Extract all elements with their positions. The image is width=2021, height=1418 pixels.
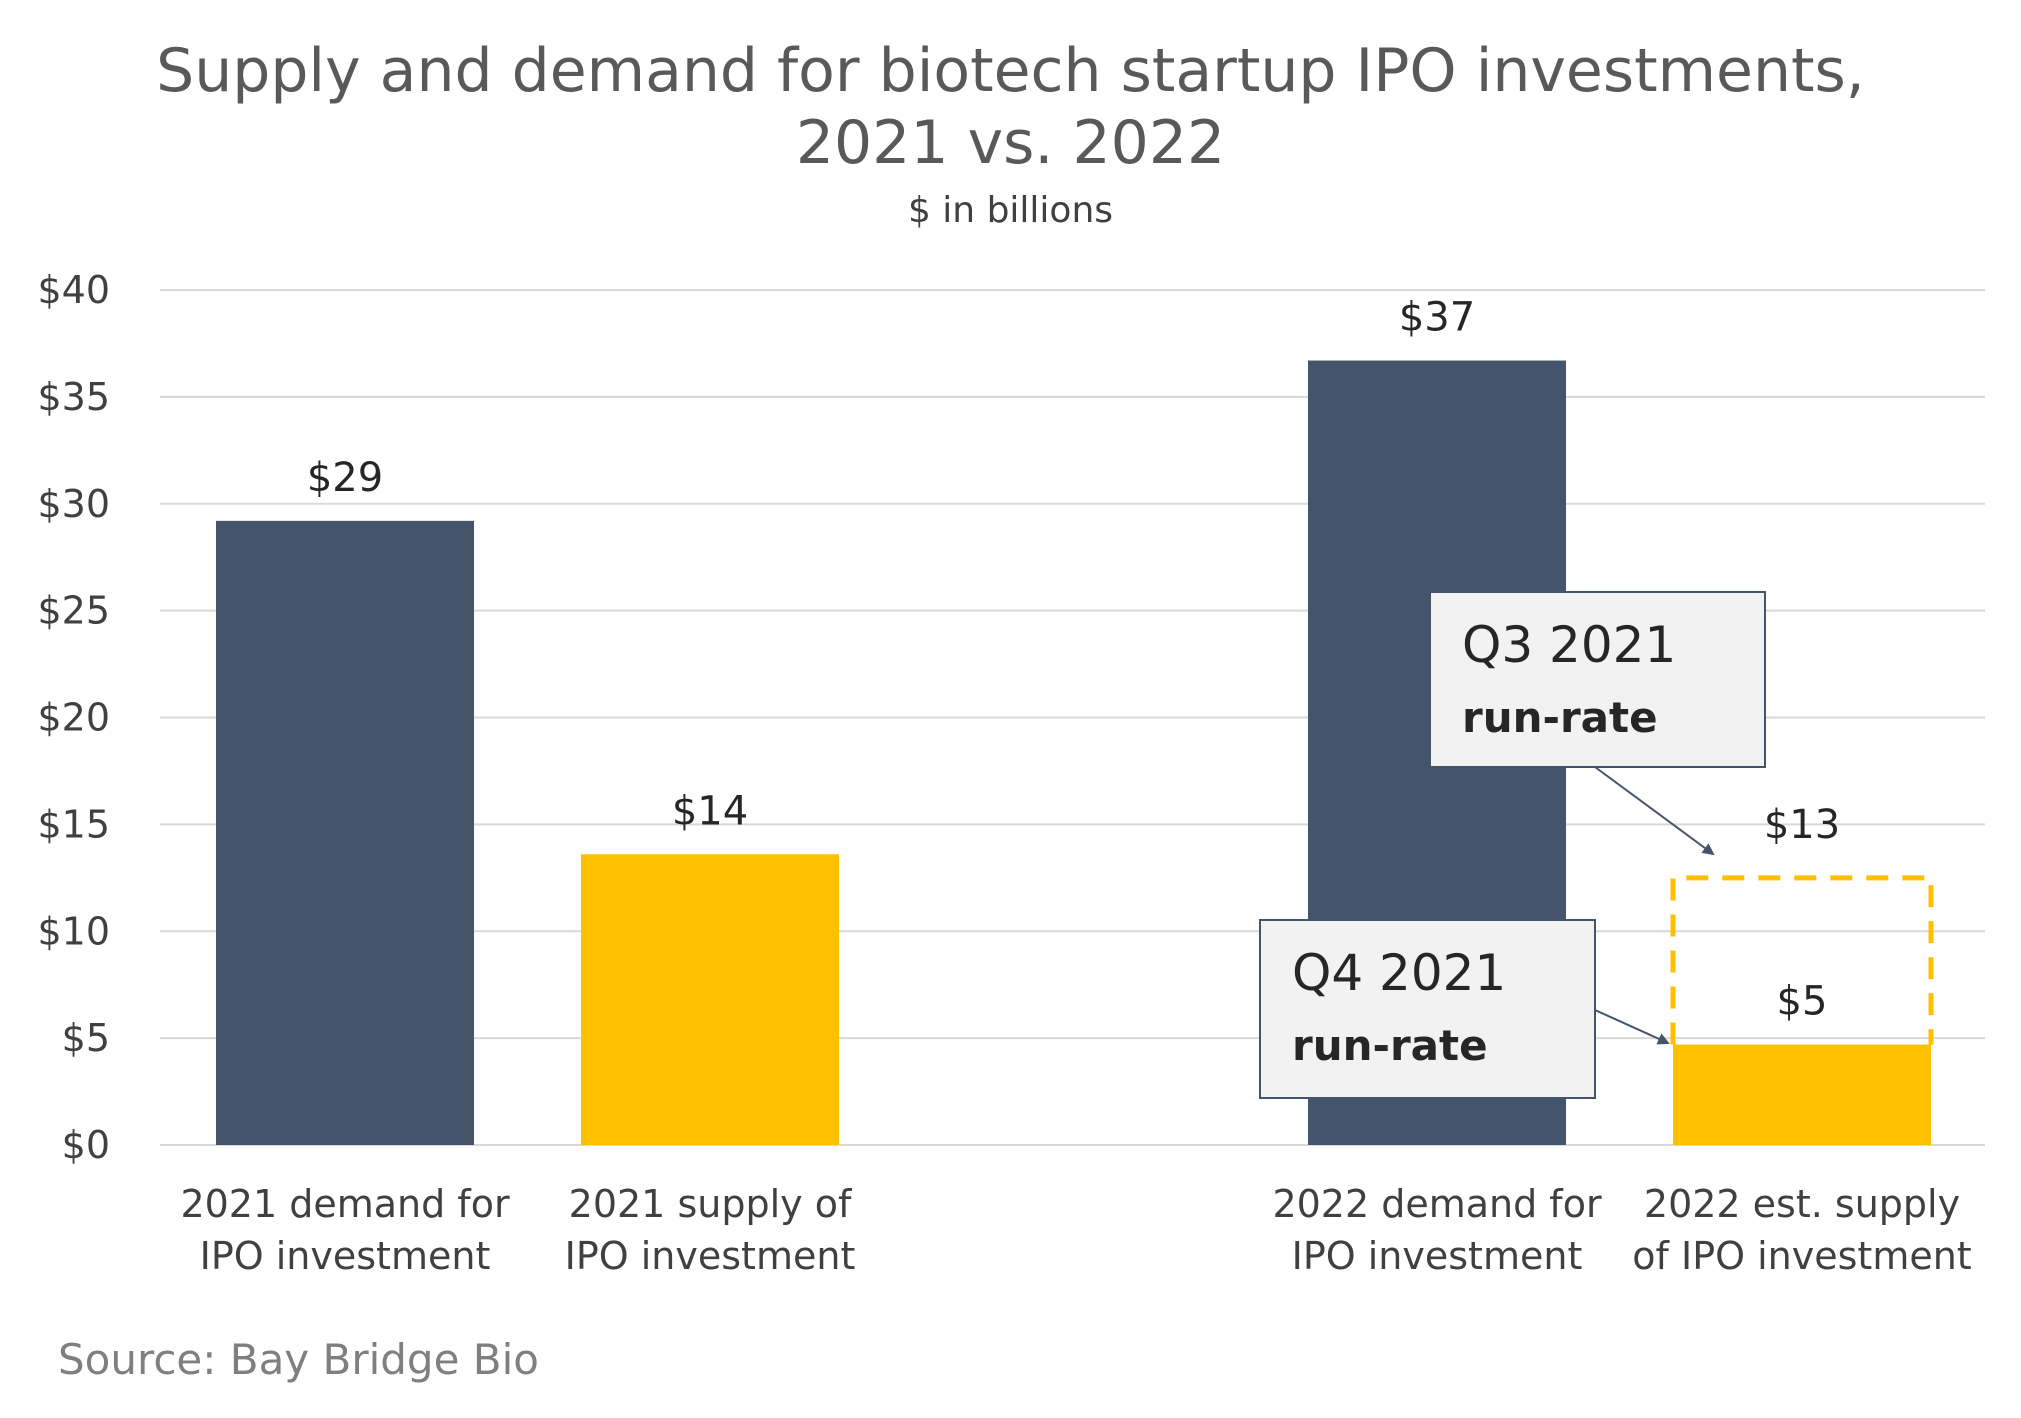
y-tick-label: $10 — [37, 909, 110, 953]
projection-outline — [1670, 875, 1934, 1045]
category-label: 2021 demand for — [180, 1182, 510, 1226]
source-note: Source: Bay Bridge Bio — [58, 1335, 539, 1384]
y-tick-label: $5 — [62, 1016, 110, 1060]
chart-subtitle: $ in billions — [907, 190, 1114, 231]
category-label: 2022 demand for — [1272, 1182, 1602, 1226]
category-label: IPO investment — [200, 1234, 491, 1278]
data-label: $14 — [672, 788, 748, 834]
callout-2: Q4 2021 run-rate — [1259, 919, 1670, 1099]
data-label: $5 — [1777, 979, 1828, 1025]
callout-arrow — [1594, 1009, 1670, 1045]
y-tick-label: $25 — [37, 589, 110, 633]
callout-subtitle: run-rate — [1292, 1021, 1488, 1070]
callout-subtitle: run-rate — [1462, 693, 1658, 742]
bar-1 — [216, 520, 474, 1145]
data-label: $37 — [1399, 295, 1475, 341]
callout-box — [1259, 919, 1596, 1099]
y-tick-label: $35 — [37, 375, 110, 419]
chart-title-line1: Supply and demand for biotech startup IP… — [156, 36, 1865, 106]
projection-label: $13 — [1764, 802, 1840, 848]
category-label: IPO investment — [565, 1234, 856, 1278]
y-tick-label: $0 — [62, 1123, 110, 1167]
data-label: $29 — [307, 455, 383, 501]
category-label: IPO investment — [1292, 1234, 1583, 1278]
category-label: of IPO investment — [1632, 1234, 1971, 1278]
y-tick-label: $40 — [37, 268, 110, 312]
chart-title-line2: 2021 vs. 2022 — [795, 108, 1226, 178]
category-label: 2021 supply of — [569, 1182, 853, 1226]
bar-4 — [1673, 1044, 1931, 1145]
callout-arrow — [1594, 766, 1715, 856]
bar-2 — [581, 854, 839, 1145]
y-tick-label: $30 — [37, 482, 110, 526]
y-tick-label: $15 — [37, 802, 110, 846]
callout-box — [1429, 591, 1766, 768]
category-label: 2022 est. supply — [1644, 1182, 1960, 1226]
y-tick-label: $20 — [37, 696, 110, 740]
callout-title: Q3 2021 — [1462, 616, 1676, 674]
callout-title: Q4 2021 — [1292, 944, 1506, 1002]
callout-1: Q3 2021 run-rate — [1429, 591, 1766, 856]
